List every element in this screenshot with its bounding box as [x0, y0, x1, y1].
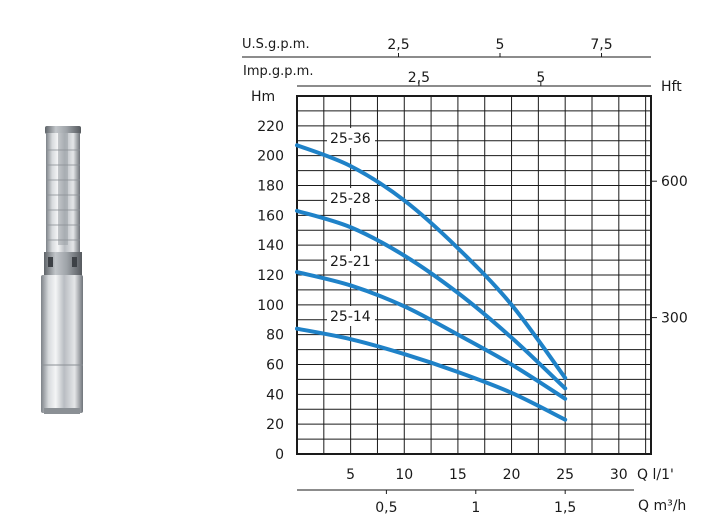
- top-axes: 2,5 5 7,5 2,5 5: [242, 37, 651, 87]
- hft-axis: 600 300: [651, 174, 688, 327]
- q-m3h-axis: 0,5 1 1,5: [297, 489, 634, 516]
- q-m3h-tick-label: 0,5: [375, 500, 397, 516]
- curve-25-28: [295, 208, 568, 391]
- y-tick-label: 20: [266, 417, 284, 433]
- q-m3h-tick-label: 1,5: [554, 500, 576, 516]
- y-tick-label: 180: [257, 179, 284, 195]
- pump-image: [41, 126, 83, 414]
- curve-label: 25-36: [330, 131, 371, 147]
- curve-label-bg: [327, 306, 375, 326]
- plot-frame: [296, 95, 652, 455]
- y-tick-label: 80: [266, 328, 284, 344]
- us-gpm-tick-label: 5: [496, 37, 505, 53]
- q-m3h-tick-label: 1: [471, 500, 480, 516]
- y-tick-label: 140: [257, 238, 284, 254]
- imp-gpm-label: Imp.g.p.m.: [243, 64, 313, 79]
- y-axis-label: Hm: [251, 89, 275, 105]
- y-axis-ticks: 0 20 40 60 80 100 120 140 160 180 200 220: [257, 119, 284, 463]
- curve-label: 25-14: [330, 309, 371, 325]
- y-tick-label: 0: [275, 447, 284, 463]
- y-tick-label: 200: [257, 149, 284, 165]
- curve-label: 25-21: [330, 254, 371, 270]
- hft-label: Hft: [661, 79, 682, 95]
- y-tick-label: 100: [257, 298, 284, 314]
- y-tick-label: 120: [257, 268, 284, 284]
- x-axis-label: Q l/1': [637, 467, 674, 483]
- x-tick-label: 20: [503, 467, 521, 483]
- us-gpm-label: U.S.g.p.m.: [242, 37, 310, 52]
- x-tick-label: 5: [346, 467, 355, 483]
- y-tick-label: 220: [257, 119, 284, 135]
- imp-gpm-tick-label: 2,5: [408, 70, 430, 86]
- hft-tick-label: 300: [661, 311, 688, 327]
- x-axis-ticks: 5 10 15 20 25 30: [346, 467, 628, 483]
- curve-25-36: [295, 143, 568, 380]
- curve-25-21: [295, 270, 568, 401]
- x-tick-label: 15: [449, 467, 467, 483]
- us-gpm-tick-label: 2,5: [387, 37, 409, 53]
- x-tick-label: 10: [395, 467, 413, 483]
- curve-25-14: [295, 326, 568, 422]
- y-tick-label: 160: [257, 208, 284, 224]
- chart-grid: [297, 96, 651, 454]
- imp-gpm-tick-label: 5: [536, 70, 545, 86]
- curve-label-bg: [327, 128, 375, 148]
- curve-label: 25-28: [330, 191, 371, 207]
- us-gpm-tick-label: 7,5: [590, 37, 612, 53]
- curve-label-bg: [327, 251, 375, 271]
- y-tick-label: 40: [266, 387, 284, 403]
- x-tick-label: 30: [610, 467, 628, 483]
- y-tick-label: 60: [266, 358, 284, 374]
- curve-label-bg: [327, 188, 375, 208]
- hft-tick-label: 600: [661, 174, 688, 190]
- curves: 25-36 25-28 25-21 25-14: [295, 128, 568, 422]
- q-m3h-label: Q m³/h: [638, 498, 686, 514]
- x-tick-label: 25: [556, 467, 574, 483]
